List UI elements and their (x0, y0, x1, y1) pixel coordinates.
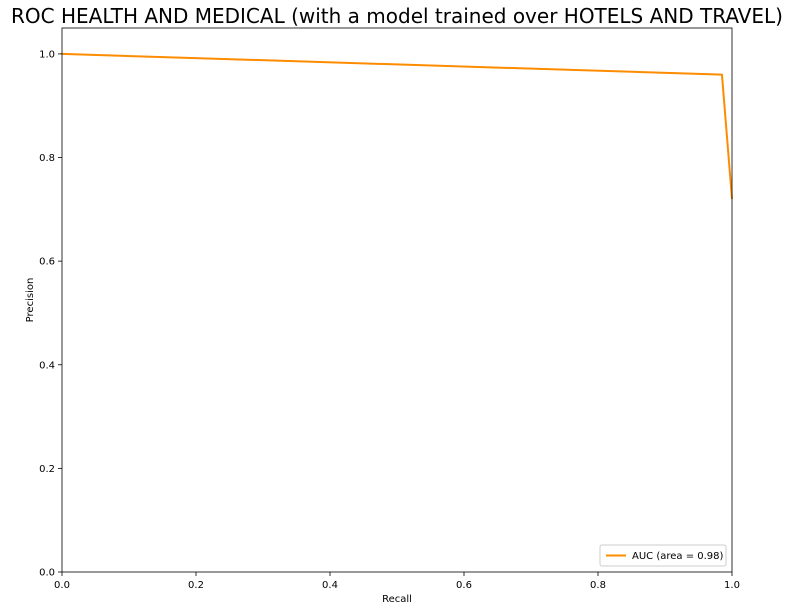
plot-frame (61, 27, 733, 573)
y-axis-ticks: 0.0 0.2 0.4 0.6 0.8 1.0 (39, 49, 62, 579)
x-axis-label: Recall (382, 594, 412, 605)
series-line-0 (61, 52, 733, 200)
chart-title: ROC HEALTH AND MEDICAL (with a model tra… (11, 4, 783, 28)
y-tick-label: 0.0 (39, 568, 55, 579)
x-tick-label: 0.6 (456, 580, 472, 591)
y-tick-label: 1.0 (39, 49, 55, 60)
series-layer (61, 52, 733, 200)
x-tick-label: 0.2 (188, 580, 204, 591)
x-tick-label: 0.8 (590, 580, 606, 591)
y-axis-label: Precision (25, 278, 36, 323)
y-tick-label: 0.4 (39, 360, 55, 371)
legend: AUC (area = 0.98) (599, 544, 727, 567)
x-tick-label: 0.0 (54, 580, 70, 591)
legend-entry-label: AUC (area = 0.98) (632, 551, 724, 562)
y-tick-label: 0.6 (39, 257, 55, 268)
x-tick-label: 1.0 (724, 580, 740, 591)
y-tick-label: 0.8 (39, 153, 55, 164)
x-axis-ticks: 0.0 0.2 0.4 0.6 0.8 1.0 (54, 572, 740, 591)
y-tick-label: 0.2 (39, 464, 55, 475)
legend-box (599, 544, 727, 567)
x-tick-label: 0.4 (322, 580, 338, 591)
